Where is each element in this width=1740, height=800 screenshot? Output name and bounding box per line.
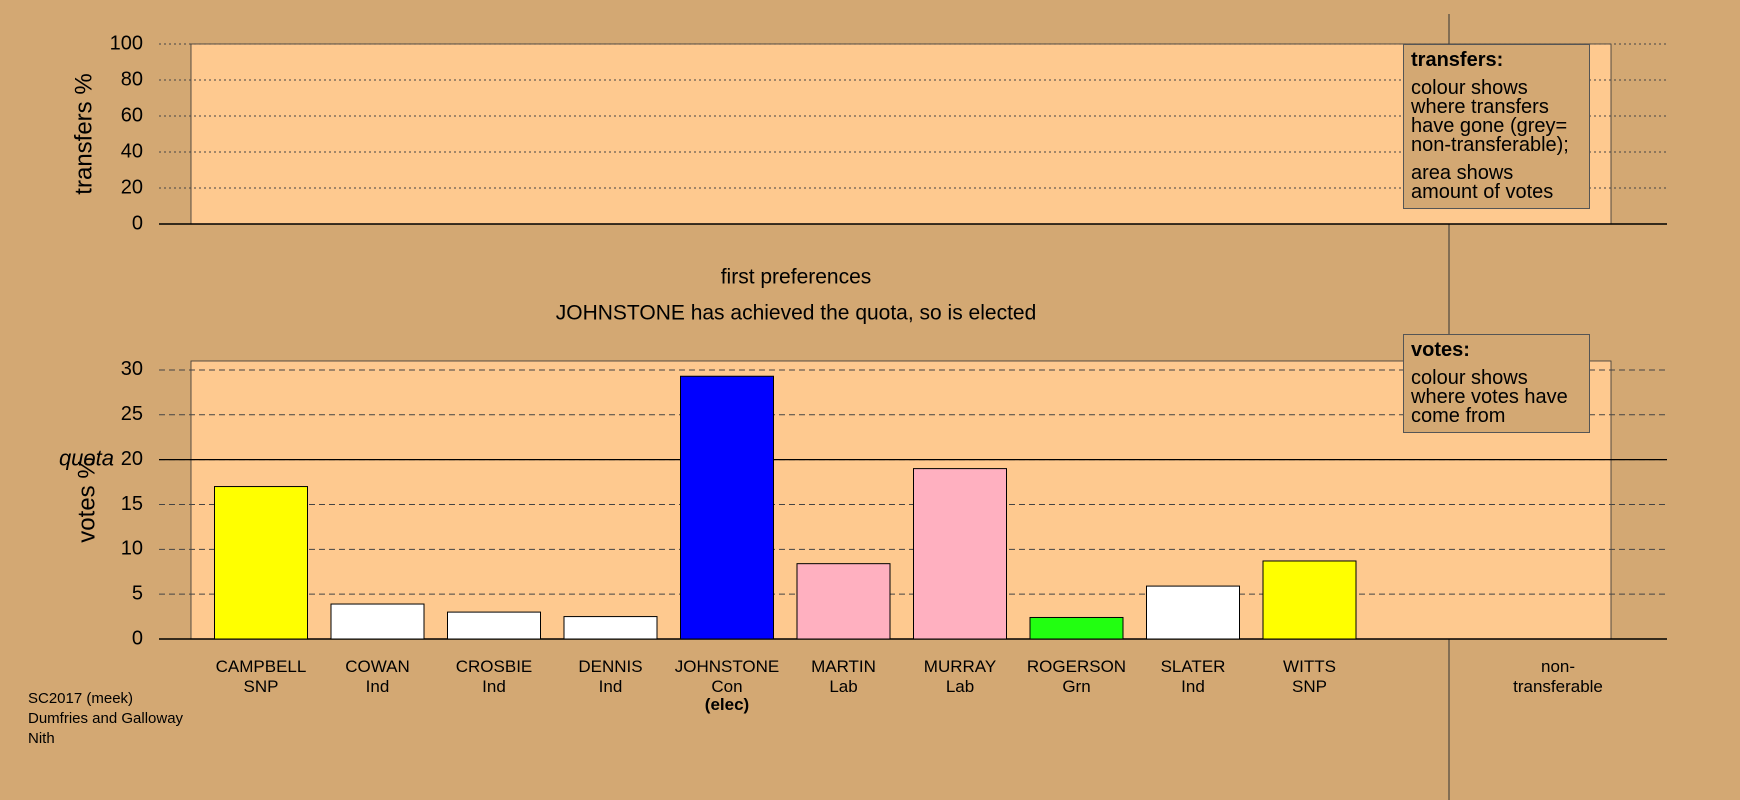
y-tick-label: 0 xyxy=(132,212,143,234)
y-tick-label: 0 xyxy=(132,627,143,649)
x-tick-sublabel: Con xyxy=(711,677,743,696)
x-tick-sublabel: Ind xyxy=(365,677,390,696)
bar xyxy=(796,563,891,640)
y-axis-title: transfers % xyxy=(70,73,97,194)
quota-label: quota xyxy=(59,445,114,470)
y-tick-label: 60 xyxy=(121,104,143,126)
y-tick-label: 25 xyxy=(121,403,143,425)
y-tick-label: 30 xyxy=(121,358,143,380)
x-tick-sublabel: Ind xyxy=(482,677,506,696)
x-tick-label: WITTS xyxy=(1283,657,1336,676)
x-tick-sublabel: Ind xyxy=(598,677,623,696)
legend-text: colour shows where transfers have gone (… xyxy=(1411,77,1569,156)
y-tick-label: 15 xyxy=(121,493,143,515)
legend-title: votes: xyxy=(1411,339,1470,361)
plot-panel xyxy=(190,360,1612,640)
x-tick-label: MARTIN xyxy=(811,657,876,676)
x-tick-label: CROSBIE xyxy=(455,657,533,676)
bar xyxy=(214,486,308,640)
bar xyxy=(1029,616,1124,640)
x-tick-label: DENNIS xyxy=(578,657,643,676)
chart-subtitle: JOHNSTONE has achieved the quota, so is … xyxy=(556,302,1037,325)
legend-text: area shows amount of votes xyxy=(1411,162,1554,203)
x-tick-label: ROGERSON xyxy=(1026,657,1127,676)
x-tick-label: COWAN xyxy=(345,657,410,676)
bar xyxy=(680,375,774,640)
bar xyxy=(330,603,425,640)
y-tick-label: 20 xyxy=(121,176,143,198)
x-tick-sublabel: Lab xyxy=(945,677,975,696)
x-tick-sublabel: SNP xyxy=(243,677,279,696)
plot-panel xyxy=(190,43,1612,225)
x-tick-label: JOHNSTONE xyxy=(674,657,780,676)
footer-text: Nith xyxy=(28,730,55,747)
legend-title: transfers: xyxy=(1411,49,1504,71)
x-tick-sublabel: Grn xyxy=(1062,677,1091,696)
x-tick-label: MURRAY xyxy=(923,657,997,676)
y-tick-label: 5 xyxy=(132,582,143,604)
y-tick-label: 20 xyxy=(121,448,143,470)
chart-title: first preferences xyxy=(721,266,872,289)
panels xyxy=(190,43,1612,640)
legend-box: transfers: colour shows where transfers h… xyxy=(1403,44,1590,209)
x-tick-sublabel: Lab xyxy=(829,677,858,696)
legend-box: votes: colour shows where votes have come… xyxy=(1403,334,1590,433)
bar xyxy=(1262,560,1357,640)
x-tick-sublabel: SNP xyxy=(1292,677,1327,696)
footer-text: SC2017 (meek) xyxy=(28,690,134,707)
bar xyxy=(563,616,658,640)
y-axis-title: votes % xyxy=(73,457,100,542)
bar xyxy=(913,468,1007,640)
y-tick-label: 10 xyxy=(121,538,143,560)
x-tick-note: (elec) xyxy=(704,695,750,714)
bar xyxy=(447,611,541,640)
bar xyxy=(1146,585,1240,640)
y-tick-label: 40 xyxy=(121,140,143,162)
y-tick-label: 100 xyxy=(110,32,143,54)
x-tick-label: non-transferable xyxy=(1513,657,1603,696)
footer-text: Dumfries and Galloway xyxy=(28,710,184,727)
x-tick-label: SLATER xyxy=(1160,657,1226,676)
x-tick-label: CAMPBELL xyxy=(215,657,307,676)
legend-text: colour shows where votes have come from xyxy=(1411,367,1568,427)
x-tick-sublabel: Ind xyxy=(1181,677,1205,696)
y-tick-label: 80 xyxy=(121,68,143,90)
